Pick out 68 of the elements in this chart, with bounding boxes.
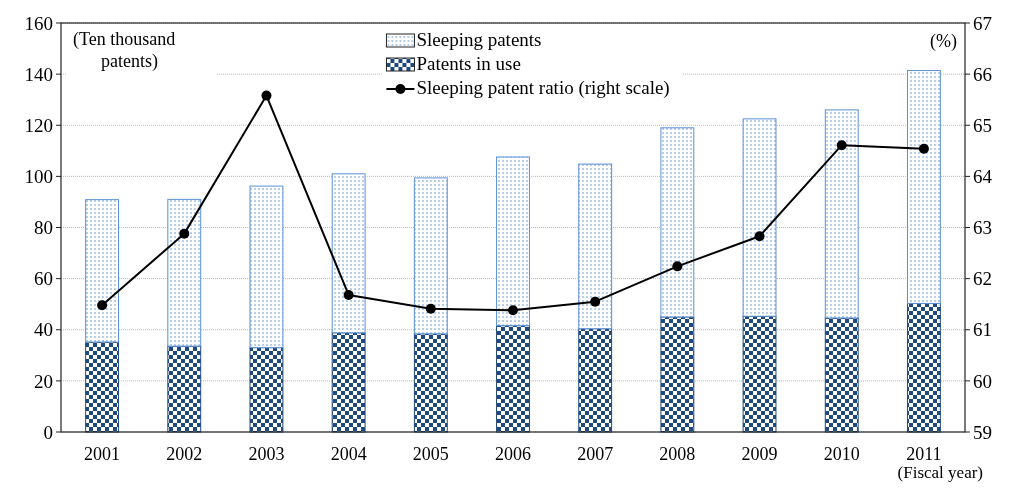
x-axis-title: (Fiscal year) <box>897 463 983 482</box>
x-tick-label: 2008 <box>659 444 696 464</box>
y-axis-title: (Ten thousand patents) <box>73 29 176 72</box>
bar <box>167 345 202 433</box>
y-tick-label: 80 <box>34 217 53 239</box>
x-tick-label: 2003 <box>248 444 285 464</box>
y2-tick-label: 66 <box>973 63 992 85</box>
y-tick-label: 0 <box>43 421 53 443</box>
y2-tick-label: 60 <box>973 370 992 392</box>
x-tick-label: 2007 <box>577 444 614 464</box>
legend-label: Sleeping patents <box>416 29 542 50</box>
y2-tick-label: 63 <box>973 217 992 239</box>
point <box>179 228 190 239</box>
point <box>97 300 108 311</box>
bar <box>331 173 366 334</box>
x-tick-label: 2004 <box>330 444 367 464</box>
x-tick-label: 2006 <box>495 444 531 464</box>
point <box>672 261 683 272</box>
bar <box>167 198 202 347</box>
x-tick-label: 2011 <box>906 444 942 464</box>
y2-tick-label: 62 <box>973 268 992 290</box>
bar <box>496 156 530 327</box>
x-tick-label: 2002 <box>166 444 203 464</box>
x-tick-label: 2001 <box>84 444 121 464</box>
point <box>836 140 847 151</box>
x-tick-label: 2010 <box>823 444 860 464</box>
y2-tick-label: 59 <box>973 421 992 443</box>
y-tick-label: 140 <box>24 63 53 85</box>
bar <box>249 185 284 349</box>
y-tick-label: 100 <box>24 166 53 188</box>
bar <box>906 302 941 433</box>
y-tick-label: 20 <box>34 370 53 392</box>
y2-tick-label: 65 <box>973 114 992 136</box>
x-tick-label: 2005 <box>412 444 449 464</box>
bar <box>660 127 695 318</box>
y-tick-label: 120 <box>24 114 53 136</box>
y-tick-label: 60 <box>34 268 53 290</box>
legend-label: Patents in use <box>416 53 521 74</box>
bar <box>578 328 613 433</box>
bar <box>742 315 777 433</box>
point <box>261 90 272 101</box>
bar <box>413 177 448 335</box>
point <box>918 143 929 154</box>
bar <box>85 199 120 343</box>
x-tick-label: 2009 <box>741 444 778 464</box>
bar <box>413 333 448 433</box>
bar <box>496 325 530 433</box>
y2-tick-label: 67 <box>973 12 992 34</box>
y2-tick-label: 61 <box>973 319 992 341</box>
y2-tick-label: 64 <box>973 166 993 188</box>
bar <box>85 341 120 433</box>
y-tick-label: 40 <box>34 319 53 341</box>
bar <box>660 316 695 433</box>
y-tick-label: 160 <box>24 12 53 34</box>
point <box>754 231 765 242</box>
bar <box>331 332 366 433</box>
legend-label: Sleeping patent ratio (right scale) <box>416 77 670 99</box>
bar <box>906 70 941 304</box>
bar <box>742 118 777 317</box>
bar <box>824 109 859 319</box>
bar <box>824 317 859 433</box>
y2-axis-title: (%) <box>930 31 957 52</box>
point <box>590 296 601 307</box>
bar <box>578 163 613 330</box>
point <box>508 305 518 316</box>
point <box>425 303 436 314</box>
point <box>343 289 354 300</box>
bar <box>249 347 284 433</box>
